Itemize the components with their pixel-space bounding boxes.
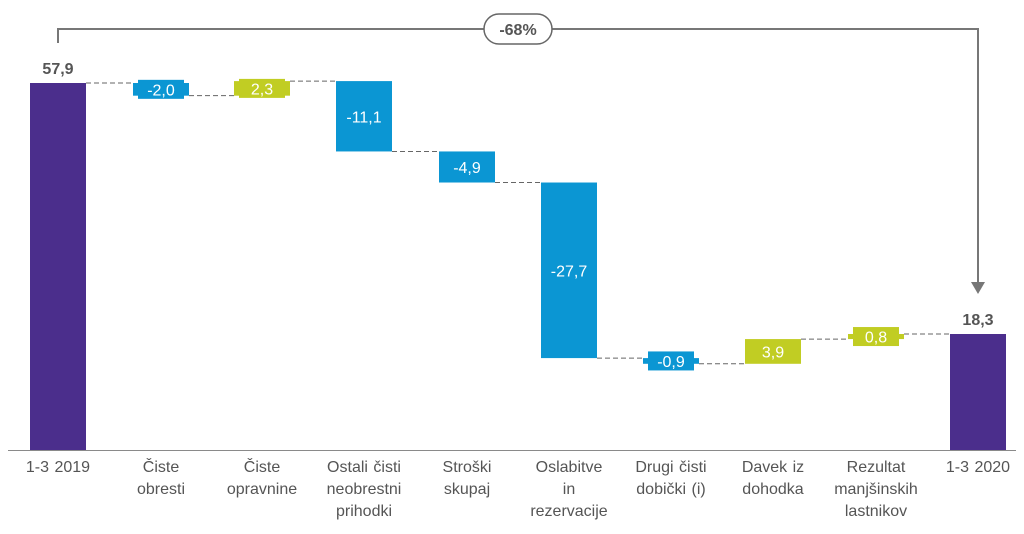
category-label-line: rezervacije — [530, 503, 608, 520]
category-label-line: 1-3 2020 — [945, 459, 1011, 476]
category-label: Stroški skupaj — [417, 457, 517, 501]
bar-delta — [439, 151, 495, 183]
category-label-line: dobički (i) — [636, 481, 706, 498]
category-label: Ostali čisti neobrestni prihodki — [314, 457, 414, 523]
value-label-delta: -2,0 — [147, 82, 175, 99]
bar-delta — [336, 81, 392, 152]
value-label-total: 57,9 — [42, 61, 73, 78]
category-label: Čiste obresti — [111, 457, 211, 501]
value-label-box — [239, 78, 285, 98]
category-label-line: skupaj — [443, 481, 491, 498]
category-label-line: Čiste — [243, 459, 281, 476]
value-label-delta: 0,8 — [865, 330, 887, 347]
value-label-total: 18,3 — [962, 312, 993, 329]
category-label-line: 1-3 2019 — [25, 459, 91, 476]
category-label-line: Drugi čisti — [635, 459, 707, 476]
category-label: Drugi čisti dobički (i) — [621, 457, 721, 501]
category-label: 1-3 2020 — [928, 457, 1024, 479]
bar-delta — [541, 182, 597, 359]
change-arrow-head — [971, 282, 985, 295]
change-arrow-line — [57, 28, 979, 283]
category-label-line: neobrestni — [326, 481, 402, 498]
bar-total — [30, 83, 86, 450]
category-label-line: dohodka — [742, 481, 804, 498]
category-label-line: Čiste — [142, 459, 180, 476]
category-label-line: prihodki — [335, 503, 393, 520]
value-label-box — [853, 327, 899, 347]
value-label-delta: -4,9 — [453, 160, 481, 177]
category-label-line: obresti — [136, 481, 186, 498]
value-label-delta: -27,7 — [551, 263, 588, 280]
category-label: Rezultat manjšinskih lastnikov — [826, 457, 926, 523]
category-label-line: opravnine — [226, 481, 298, 498]
category-label-line: manjšinskih — [834, 481, 918, 498]
value-label-delta: -0,9 — [657, 354, 685, 371]
bar-total — [950, 334, 1006, 450]
category-label-line: Rezultat — [846, 459, 906, 476]
value-label-box — [648, 351, 694, 371]
bar-delta — [745, 339, 801, 364]
category-label-line: in — [562, 481, 576, 498]
category-label: Davek iz dohodka — [723, 457, 823, 501]
change-annotation-label: -68% — [499, 22, 536, 39]
value-label-delta: 3,9 — [762, 344, 784, 361]
value-label-delta: -11,1 — [346, 109, 381, 126]
value-label-box — [138, 79, 184, 99]
category-label-line: lastnikov — [844, 503, 908, 520]
category-label-line: Davek iz — [741, 459, 805, 476]
category-label: Čiste opravnine — [212, 457, 312, 501]
category-label-line: Stroški — [442, 459, 492, 476]
category-label: Oslabitve in rezervacije — [519, 457, 619, 523]
change-badge — [483, 13, 553, 45]
category-label-line: Ostali čisti — [327, 459, 401, 476]
category-label: 1-3 2019 — [8, 457, 108, 479]
value-label-delta: 2,3 — [251, 81, 273, 98]
category-label-line: Oslabitve — [535, 459, 603, 476]
